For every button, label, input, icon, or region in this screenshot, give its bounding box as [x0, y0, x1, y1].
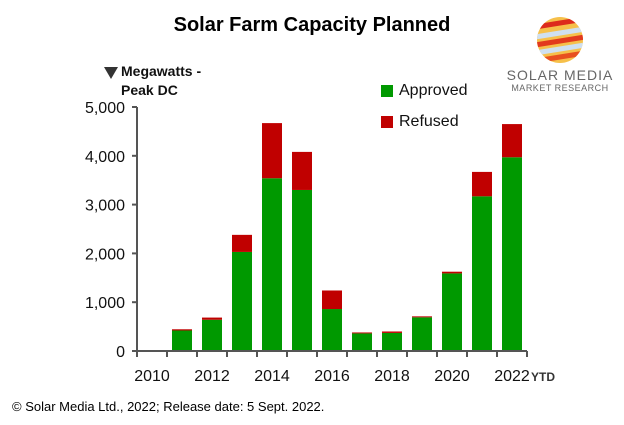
bar-approved-2013: [232, 251, 252, 351]
bar-refused-2011: [172, 329, 192, 331]
y-tick-label: 4,000: [85, 149, 125, 166]
down-arrow-icon: [104, 67, 118, 79]
footer-note: © Solar Media Ltd., 2022; Release date: …: [12, 399, 325, 414]
legend-item-refused: Refused: [381, 106, 468, 137]
bar-approved-2017: [352, 333, 372, 351]
bar-refused-2022: [502, 124, 522, 158]
bar-refused-2017: [352, 332, 372, 334]
y-tick-label: 1,000: [85, 295, 125, 312]
bar-approved-2022: [502, 157, 522, 351]
legend-item-approved: Approved: [381, 75, 468, 106]
x-tick-label: 2020: [434, 368, 470, 385]
y-tick-label: 0: [116, 344, 125, 361]
bar-refused-2015: [292, 151, 312, 190]
bar-approved-2018: [382, 332, 402, 351]
legend: Approved Refused: [381, 75, 468, 137]
legend-swatch: [381, 115, 393, 128]
bar-approved-2016: [322, 309, 342, 351]
bar-refused-2014: [262, 123, 282, 179]
y-tick-label: 3,000: [85, 198, 125, 215]
bar-refused-2018: [382, 331, 402, 333]
bar-refused-2013: [232, 234, 252, 252]
bar-approved-2011: [172, 330, 192, 351]
legend-label: Refused: [399, 112, 459, 130]
legend-swatch: [381, 84, 393, 97]
solar-media-logo: SOLAR MEDIA MARKET RESEARCH: [505, 15, 615, 93]
bar-refused-2012: [202, 317, 222, 320]
bar-refused-2020: [442, 271, 462, 274]
y-tick-label: 2,000: [85, 246, 125, 263]
x-tick-label: 2016: [314, 368, 350, 385]
y-axis-label: Megawatts - Peak DC: [121, 63, 202, 98]
x-tick-label: 2014: [254, 368, 290, 385]
x-suffix-label: YTD: [531, 370, 555, 384]
x-tick-label: 2012: [194, 368, 230, 385]
logo-text: SOLAR MEDIA: [506, 67, 614, 83]
bar-refused-2021: [472, 171, 492, 197]
bar-refused-2016: [322, 290, 342, 310]
x-tick-label: 2010: [134, 368, 170, 385]
y-tick-label: 5,000: [85, 100, 125, 117]
bar-refused-2019: [412, 316, 432, 318]
bar-approved-2015: [292, 189, 312, 351]
logo-subtext: MARKET RESEARCH: [511, 83, 609, 93]
x-tick-label: 2022: [494, 368, 530, 385]
bar-approved-2012: [202, 319, 222, 351]
x-tick-label: 2018: [374, 368, 410, 385]
bar-approved-2019: [412, 317, 432, 351]
chart-title: Solar Farm Capacity Planned: [173, 14, 451, 36]
bar-approved-2014: [262, 178, 282, 351]
globe-icon: [537, 17, 583, 63]
bar-approved-2020: [442, 273, 462, 351]
bar-approved-2021: [472, 196, 492, 351]
legend-label: Approved: [399, 81, 468, 99]
